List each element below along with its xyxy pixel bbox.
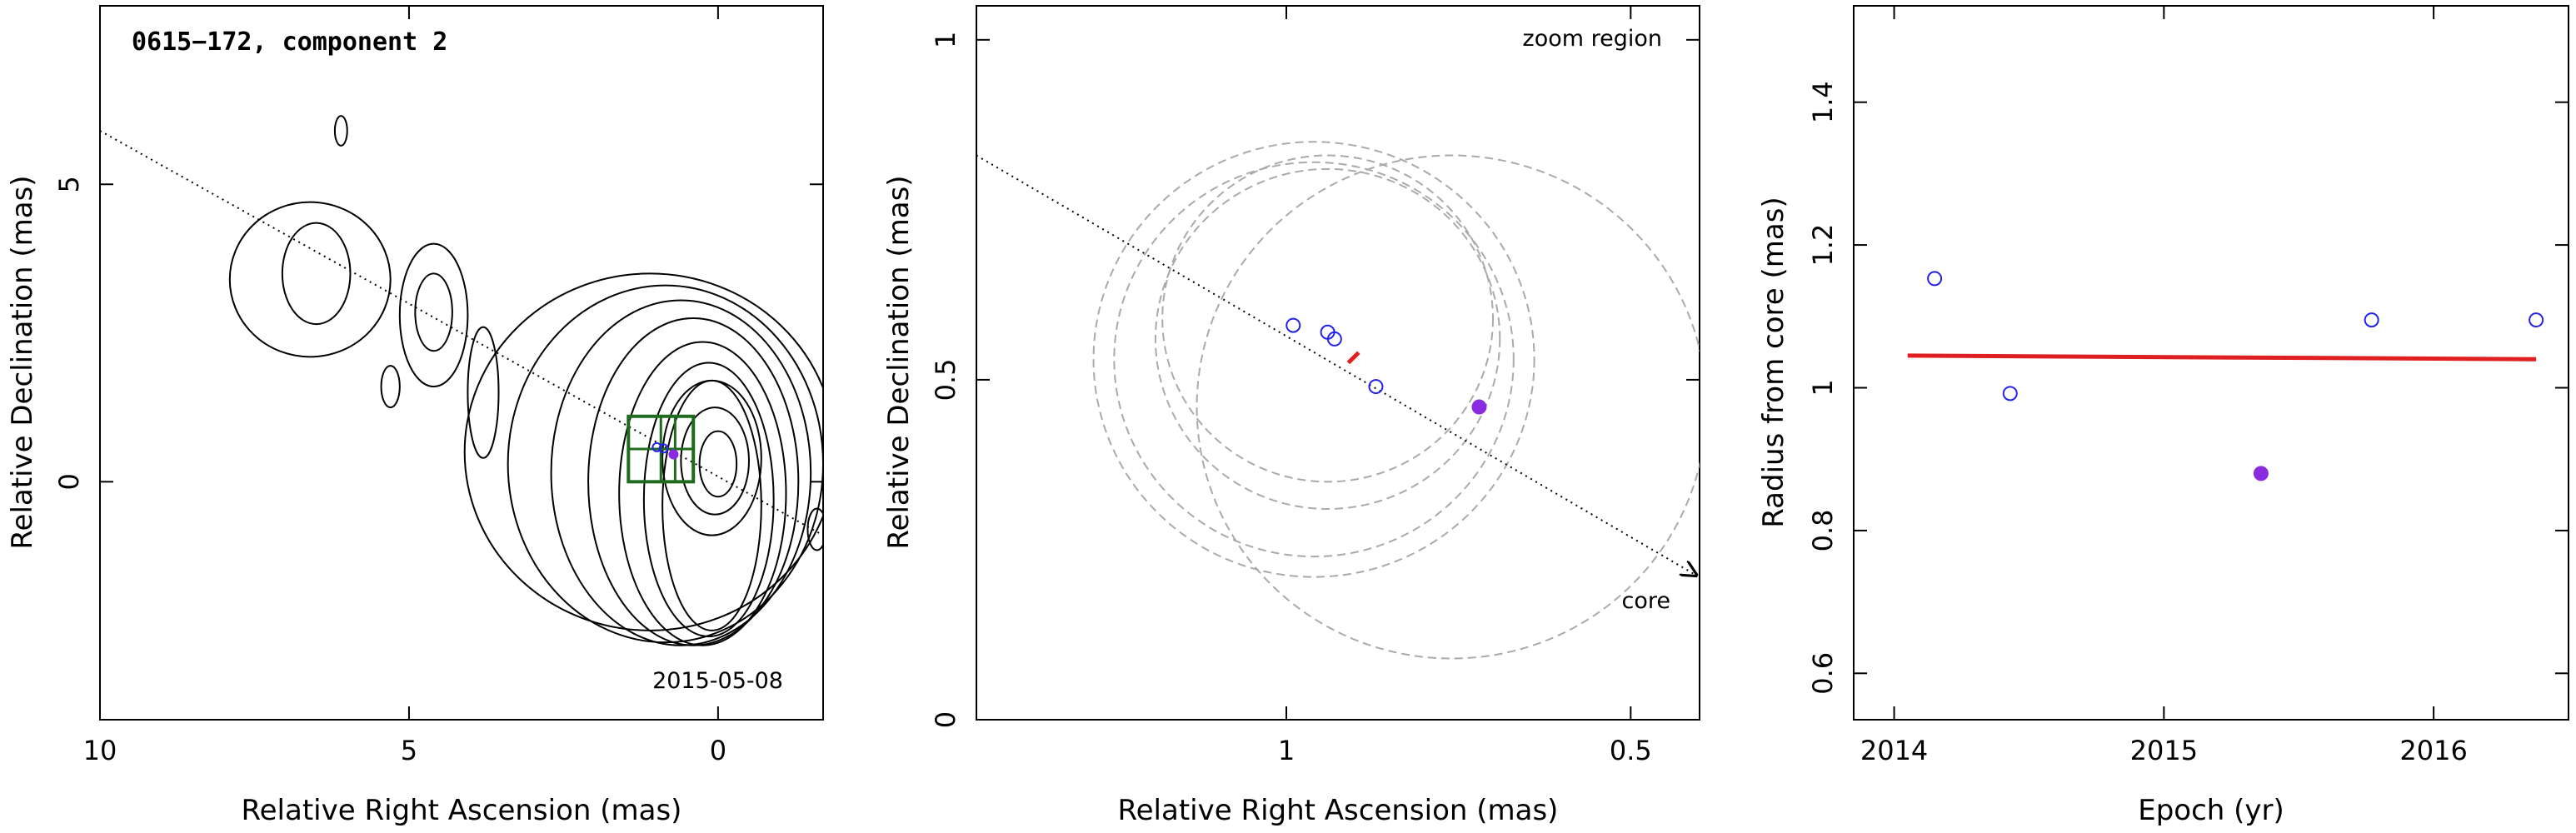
contour-line	[333, 115, 348, 147]
radius-y-tick-label: 0.6	[1807, 652, 1839, 695]
map-frame	[99, 5, 824, 721]
jet-axis-line	[100, 130, 823, 536]
zoom-y-tick-label: 1	[930, 32, 961, 48]
map-title: 0615−172, component 2	[132, 27, 447, 57]
zoom-x-tick-label: 0.5	[1610, 735, 1652, 766]
contour-line	[642, 362, 775, 638]
contour-line	[228, 201, 392, 358]
radius-plot	[1907, 271, 2544, 481]
map-y-tick-label: 5	[53, 176, 85, 192]
contour-line	[550, 299, 812, 646]
contour-line	[380, 365, 401, 409]
component-point-open	[651, 441, 662, 452]
data-point-open	[1286, 317, 1301, 333]
contour-line	[680, 407, 750, 516]
zoom-x-axis-title: Relative Right Ascension (mas)	[1118, 794, 1559, 827]
data-point-open	[1368, 379, 1384, 395]
error-circle	[1113, 161, 1515, 558]
error-circle	[1092, 141, 1535, 578]
radius-y-tick-label: 1	[1807, 379, 1839, 396]
radius-frame	[1853, 5, 2569, 721]
contour-line	[661, 379, 762, 631]
radius-ticks: 2014 2015 2016 0.6 0.8 1 1.2 1.4	[1807, 6, 2569, 766]
radius-x-tick-label: 2015	[2130, 735, 2198, 766]
data-point-filled	[2253, 466, 2269, 481]
data-point-open	[2529, 312, 2544, 328]
core-label: core	[1622, 588, 1670, 614]
radius-x-tick-label: 2016	[2399, 735, 2467, 766]
error-circle	[1196, 154, 1700, 660]
zoom-frame	[976, 5, 1700, 721]
jet-axis-arrow	[976, 154, 1696, 576]
map-x-axis-title: Relative Right Ascension (mas)	[242, 794, 682, 827]
error-circle	[1154, 167, 1501, 510]
zoom-y-axis-title: Relative Declination (mas)	[882, 175, 916, 549]
map-x-tick-label: 5	[401, 735, 417, 766]
component-point-open	[658, 443, 669, 454]
zoom-region-label: zoom region	[1523, 26, 1662, 52]
fit-line	[1907, 353, 2537, 362]
data-point-open	[1927, 271, 1943, 287]
map-ticks: 10 5 0 0 5	[53, 6, 823, 766]
contour-line	[414, 272, 453, 352]
radius-x-axis-title: Epoch (yr)	[2138, 794, 2284, 827]
mean-position-marker	[1346, 351, 1360, 365]
contour-line	[467, 326, 500, 459]
contour-line	[698, 430, 738, 498]
zoom-plot	[976, 141, 1700, 660]
component-point-filled	[668, 449, 679, 460]
map-panel: 10 5 005 0615−172, component 2 2015-05-08 …	[6, 5, 824, 827]
data-point-open	[2002, 386, 2018, 402]
data-point-filled	[1471, 399, 1487, 415]
zoom-panel: 1 0.5 0 0.5 1 zoom region core Relative Righ…	[882, 5, 1700, 827]
radius-y-tick-label: 1.4	[1807, 81, 1839, 123]
data-point-open	[1320, 324, 1335, 340]
map-date-label: 2015-05-08	[652, 668, 783, 694]
data-point-open	[2364, 312, 2379, 328]
contour-line	[463, 272, 823, 631]
error-circle	[1161, 154, 1494, 483]
radius-y-tick-label: 0.8	[1807, 509, 1839, 551]
map-x-tick-label: 10	[83, 735, 117, 766]
contour-line	[661, 379, 762, 536]
contour-line	[398, 242, 469, 388]
zoom-ticks: 1 0.5 0 0.5 1	[930, 6, 1700, 766]
radius-y-axis-title: Radius from core (mas)	[1757, 197, 1790, 527]
map-contours	[100, 115, 823, 646]
contour-line	[281, 222, 352, 326]
zoom-x-tick-label: 1	[1278, 735, 1295, 766]
radius-y-tick-label: 1.2	[1807, 224, 1839, 267]
zoom-y-tick-label: 0.5	[930, 358, 961, 401]
zoom-y-tick-label: 0	[930, 711, 961, 728]
radius-x-tick-label: 2014	[1860, 735, 1928, 766]
map-y-tick-label: 0	[53, 473, 85, 490]
map-y-axis-title: Relative Declination (mas)	[6, 175, 39, 549]
radius-panel: 2014 2015 2016 0.6 0.8 1 1.2 1.4 Epoch (yr) Rad…	[1757, 5, 2569, 827]
contour-line	[806, 507, 823, 551]
map-x-tick-label: 0	[710, 735, 726, 766]
contour-line	[507, 284, 823, 644]
